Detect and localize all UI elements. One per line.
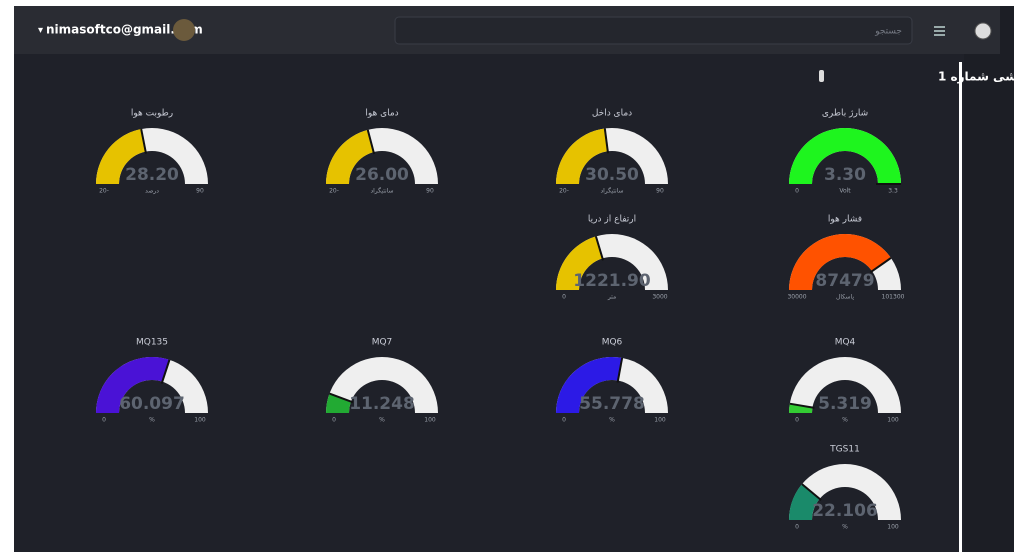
gauge-value: 87479: [815, 271, 874, 291]
gauge-title: دمای هوا: [365, 109, 398, 119]
gauge-unit: پاسکال: [836, 294, 854, 301]
gauge-min: 0: [795, 188, 799, 195]
gauge-min: 0: [562, 294, 566, 301]
gauge-title: ارتفاع از دریا: [588, 215, 636, 225]
gauge-value: 22.106: [812, 501, 878, 521]
gauge-title: رطوبت هوا: [131, 109, 173, 119]
search-box[interactable]: [395, 17, 912, 44]
sidebar: [964, 6, 1014, 552]
gauge-min: 20-: [559, 188, 569, 195]
gauge-unit: سانتیگراد: [600, 187, 623, 195]
logo[interactable]: [975, 23, 991, 39]
gauge-unit: %: [609, 417, 615, 424]
gauge-title: MQ7: [372, 338, 393, 348]
gauge-max: 90: [426, 188, 434, 195]
gauge-title: شارژ باطری: [822, 109, 868, 119]
dropdown-caret[interactable]: ▾: [38, 25, 43, 36]
gauge-max: 100: [424, 417, 436, 424]
gauge-min: 20-: [99, 188, 109, 195]
gauge-max: 90: [656, 188, 664, 195]
gauge-value: 28.20: [125, 165, 179, 185]
gauge-min: 0: [795, 417, 799, 424]
gauge-value: 60.097: [119, 394, 185, 414]
gauge-title: دمای داخل: [592, 109, 632, 119]
page-title: گیت وی آزمایشی شماره 1: [938, 69, 1014, 85]
search-placeholder[interactable]: جستجو: [874, 27, 902, 37]
gauge-max: 100: [654, 417, 666, 424]
gauge-title: MQ135: [136, 338, 168, 348]
gauge-value: 11.248: [349, 394, 415, 414]
gauge-unit: متر: [607, 294, 616, 301]
gauge-value: 30.50: [585, 165, 639, 185]
gauge-max: 101300: [882, 294, 905, 301]
gauge-min: 20-: [329, 188, 339, 195]
gauge-min: 30000: [787, 294, 806, 301]
gauge-value: 5.319: [818, 394, 872, 414]
gauge-title: MQ6: [602, 338, 623, 348]
gauge-min: 0: [795, 524, 799, 531]
gauge-unit: %: [842, 524, 848, 531]
gauge-min: 0: [332, 417, 336, 424]
gauge-max: 3.3: [888, 188, 898, 195]
gauge-max: 100: [194, 417, 206, 424]
gauge-title: MQ4: [835, 338, 856, 348]
gauge-unit: %: [842, 417, 848, 424]
divider: [959, 62, 962, 552]
gauge-value: 26.00: [355, 165, 409, 185]
gauge-max: 100: [887, 417, 899, 424]
gauge-max: 100: [887, 524, 899, 531]
gauge-value: 3.30: [824, 165, 866, 185]
gauge-value: 1221.90: [573, 271, 651, 291]
gauge-min: 0: [562, 417, 566, 424]
page: {"header": {"email": "nimasoftco@gmail.c…: [0, 0, 1014, 552]
gauge-title: TGS11: [829, 445, 860, 455]
gauge-unit: سانتیگراد: [370, 187, 393, 195]
gauge-max: 3000: [652, 294, 667, 301]
dashboard: ▾ nimasoftco@gmail.com جستجو گیت وی آزما…: [0, 0, 1014, 552]
gauge-max: 90: [196, 188, 204, 195]
gauge-title: فشار هوا: [828, 215, 862, 225]
gauge-unit: درصد: [145, 188, 159, 195]
avatar[interactable]: [173, 19, 195, 41]
menu-icon[interactable]: [934, 26, 945, 36]
gauge-min: 0: [102, 417, 106, 424]
gauge-unit: %: [379, 417, 385, 424]
gauge-unit: Volt: [839, 188, 851, 195]
thermometer-icon: [819, 70, 824, 82]
gauge-value: 55.778: [579, 394, 645, 414]
gauge-unit: %: [149, 417, 155, 424]
